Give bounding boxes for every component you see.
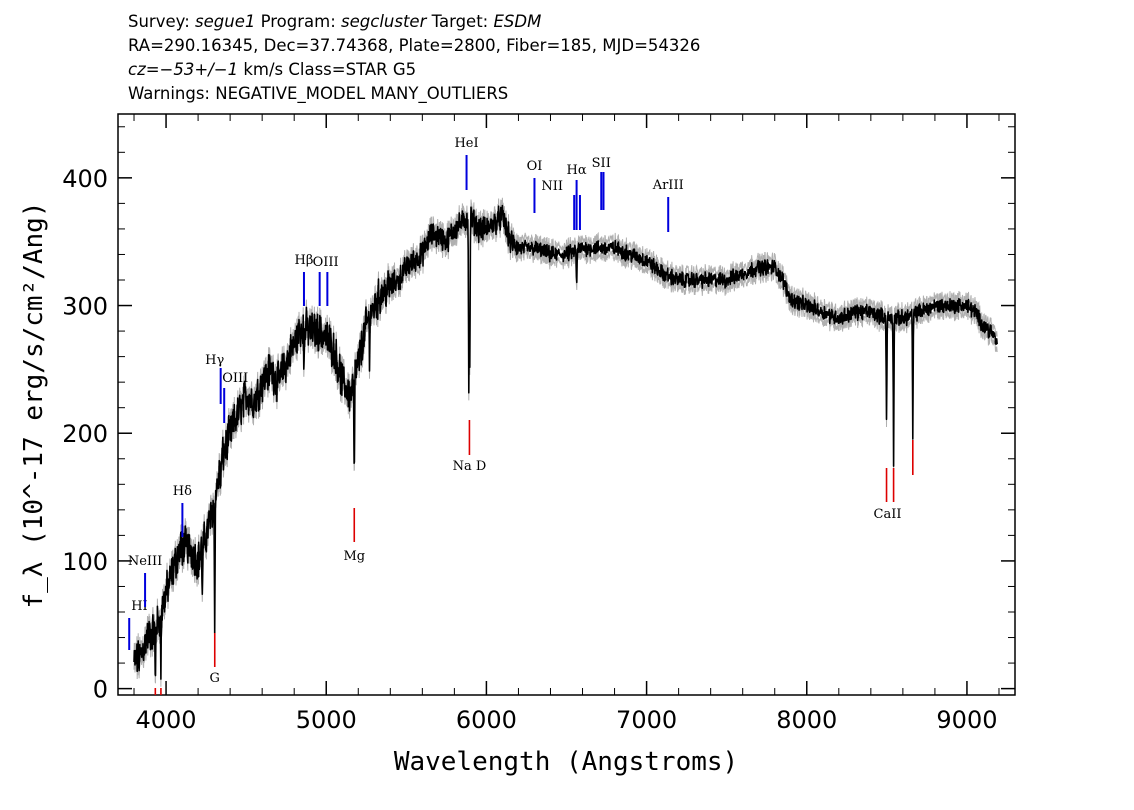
y-axis-title: f_λ (10^-17 erg/s/cm²/Ang): [19, 202, 49, 609]
emission-line-label: HI: [131, 599, 147, 614]
absorption-line-label: G: [210, 671, 220, 686]
x-tick-label: 5000: [296, 706, 357, 734]
absorption-line-label: CaII: [874, 507, 902, 522]
spectrum-line: [133, 204, 999, 680]
cz-value: cz=−53+/−1: [128, 60, 239, 79]
x-tick-label: 7000: [616, 706, 677, 734]
y-tick-label: 0: [93, 676, 108, 704]
x-tick-label: 4000: [136, 706, 197, 734]
emission-line-label: Hβ: [295, 253, 314, 268]
y-tick-label: 400: [62, 165, 108, 193]
emission-line-label: Hδ: [173, 484, 192, 499]
emission-line-label: OIII: [222, 371, 248, 386]
header-line-coords: RA=290.16345, Dec=37.74368, Plate=2800, …: [128, 36, 701, 55]
header-line-redshift: cz=−53+/−1 km/s Class=STAR G5: [128, 58, 700, 82]
target-label: Target:: [431, 12, 489, 31]
emission-line-label: SII: [592, 156, 611, 171]
error-upper: [133, 197, 998, 672]
spectrum-header: Survey: segue1 Program: segcluster Targe…: [128, 10, 700, 106]
absorption-line-label: Na D: [453, 459, 487, 474]
x-axis-title: Wavelength (Angstroms): [394, 747, 738, 777]
y-tick-label: 100: [62, 548, 108, 576]
target-value: ESDM: [493, 12, 542, 31]
x-tick-label: 6000: [456, 706, 517, 734]
plot-frame: [117, 113, 1016, 696]
emission-line-label: NII: [541, 179, 563, 194]
y-tick-label: 300: [62, 293, 108, 321]
survey-label: Survey:: [128, 12, 190, 31]
emission-line-label: NeIII: [128, 554, 162, 569]
emission-line-label: HeI: [454, 136, 478, 151]
x-tick-label: 8000: [776, 706, 837, 734]
program-label: Program:: [260, 12, 336, 31]
program-value: segcluster: [341, 12, 427, 31]
emission-line-label: Hα: [567, 163, 587, 178]
x-tick-label: 9000: [936, 706, 997, 734]
survey-value: segue1: [195, 12, 256, 31]
emission-line-label: OIII: [313, 255, 339, 270]
emission-line-label: Hγ: [205, 353, 224, 368]
y-tick-label: 200: [62, 420, 108, 448]
spectrum-series: [133, 204, 999, 680]
error-band: [133, 197, 998, 687]
header-line-warnings: Warnings: NEGATIVE_MODEL MANY_OUTLIERS: [128, 84, 509, 103]
class-value: km/s Class=STAR G5: [238, 60, 417, 79]
emission-line-label: ArIII: [652, 178, 684, 193]
emission-line-label: OI: [527, 159, 543, 174]
error-lower: [133, 213, 998, 687]
absorption-line-label: Mg: [343, 549, 365, 564]
header-line-survey: Survey: segue1 Program: segcluster Targe…: [128, 10, 700, 34]
axis-ticks: 4000 5000 6000 7000 8000 9000 0 100 200 300 400: [62, 114, 1015, 734]
